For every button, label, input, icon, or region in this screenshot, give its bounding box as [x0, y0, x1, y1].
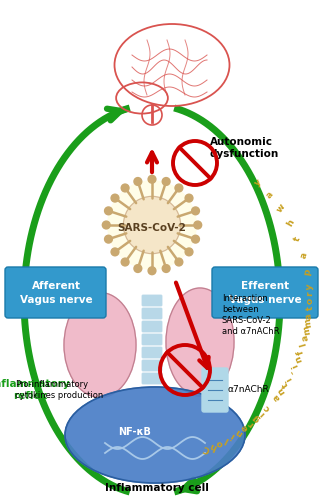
FancyBboxPatch shape — [142, 373, 162, 384]
Text: h: h — [208, 440, 218, 451]
Text: p: p — [303, 268, 313, 276]
Circle shape — [192, 235, 199, 243]
Text: f: f — [296, 348, 306, 355]
Text: h: h — [285, 218, 296, 228]
Text: y: y — [253, 178, 263, 188]
Text: r: r — [246, 418, 256, 428]
Circle shape — [134, 264, 142, 272]
Circle shape — [192, 207, 199, 215]
Circle shape — [121, 258, 129, 266]
Circle shape — [148, 267, 156, 274]
FancyBboxPatch shape — [142, 295, 162, 306]
Text: m: m — [303, 318, 313, 328]
Circle shape — [162, 264, 170, 272]
Text: C: C — [201, 443, 211, 454]
FancyBboxPatch shape — [212, 267, 318, 318]
Text: Inflammatory
reflex: Inflammatory reflex — [0, 379, 70, 401]
Text: i: i — [258, 409, 266, 418]
Text: o: o — [215, 438, 224, 448]
Circle shape — [121, 184, 129, 192]
Text: t: t — [280, 380, 290, 389]
Text: n: n — [234, 426, 244, 438]
FancyBboxPatch shape — [142, 334, 162, 345]
Circle shape — [111, 248, 119, 256]
Circle shape — [185, 194, 193, 202]
Text: Interaction
between
SARS-CoV-2
and α7nAChR: Interaction between SARS-CoV-2 and α7nAC… — [222, 294, 280, 336]
Text: m: m — [302, 325, 312, 336]
Text: y: y — [305, 283, 314, 290]
Text: Inflammatory cell: Inflammatory cell — [105, 483, 209, 493]
Text: i: i — [284, 375, 294, 382]
Circle shape — [194, 221, 202, 229]
Text: Efferent
Vagus nerve: Efferent Vagus nerve — [229, 282, 301, 304]
Text: r: r — [305, 291, 314, 296]
FancyBboxPatch shape — [142, 321, 162, 332]
Ellipse shape — [64, 292, 136, 398]
Text: e: e — [240, 422, 250, 433]
Text: NF-κB: NF-κB — [119, 427, 151, 437]
FancyBboxPatch shape — [202, 368, 228, 412]
FancyBboxPatch shape — [5, 267, 106, 318]
Circle shape — [134, 178, 142, 186]
Text: SARS-CoV-2: SARS-CoV-2 — [118, 223, 186, 233]
FancyBboxPatch shape — [142, 360, 162, 371]
Circle shape — [105, 207, 112, 215]
Circle shape — [185, 248, 193, 256]
Text: a: a — [299, 252, 309, 260]
Text: i: i — [229, 431, 236, 440]
Text: -: - — [288, 368, 298, 376]
Text: g: g — [251, 413, 262, 424]
Text: Pro-inflammatory
cytokines production: Pro-inflammatory cytokines production — [15, 380, 103, 400]
Text: n: n — [293, 354, 304, 364]
Circle shape — [162, 178, 170, 186]
Circle shape — [102, 221, 110, 229]
Text: t: t — [293, 236, 303, 243]
Text: l: l — [223, 435, 230, 444]
Circle shape — [175, 258, 183, 266]
Text: a: a — [271, 392, 282, 402]
Text: α7nAChR: α7nAChR — [228, 386, 270, 394]
Text: o: o — [306, 298, 315, 304]
Ellipse shape — [65, 387, 245, 483]
Circle shape — [148, 176, 156, 183]
Text: a: a — [300, 334, 311, 342]
Text: a: a — [304, 312, 314, 319]
Text: Afferent
Vagus nerve: Afferent Vagus nerve — [20, 282, 92, 304]
Text: w: w — [275, 202, 287, 214]
Circle shape — [175, 184, 183, 192]
Circle shape — [98, 170, 207, 280]
FancyBboxPatch shape — [142, 347, 162, 358]
Text: Autonomic
dysfunction: Autonomic dysfunction — [210, 137, 279, 159]
Text: i: i — [291, 362, 301, 368]
Text: l: l — [299, 342, 308, 347]
Circle shape — [123, 196, 181, 254]
Text: c: c — [262, 403, 272, 413]
Text: n: n — [276, 386, 287, 396]
FancyBboxPatch shape — [142, 308, 162, 319]
Circle shape — [105, 235, 112, 243]
Circle shape — [108, 181, 196, 269]
Text: a: a — [265, 190, 276, 200]
Circle shape — [111, 194, 119, 202]
Ellipse shape — [166, 288, 234, 396]
Text: t: t — [305, 306, 314, 311]
